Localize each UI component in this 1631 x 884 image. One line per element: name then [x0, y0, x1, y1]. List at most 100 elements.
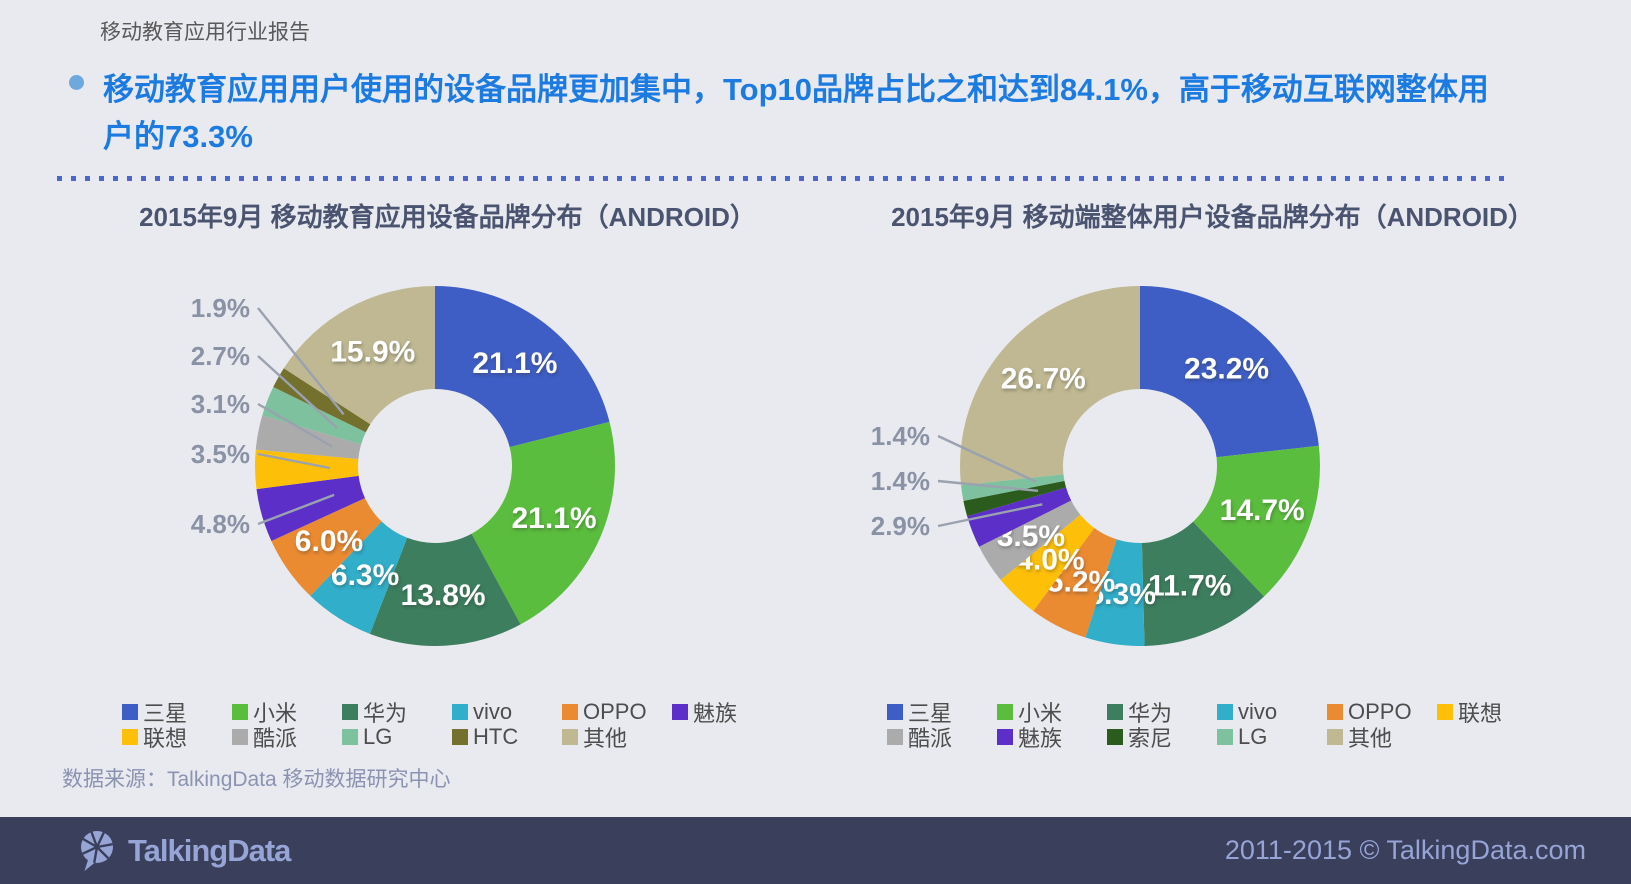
leader-line — [937, 479, 1039, 492]
legend-swatch-icon — [887, 703, 903, 720]
donut-chart-overall: 23.2%14.7%11.7%5.3%5.2%4.0%3.5%26.7%1.4%… — [871, 286, 1320, 646]
legend-label: 魅族 — [1018, 725, 1063, 751]
leader-line — [937, 434, 1037, 483]
legend-item-xiaomi: 小米 — [997, 699, 1107, 726]
legend-label: LG — [1238, 723, 1268, 749]
headline-text: 移动教育应用用户使用的设备品牌更加集中，Top10品牌占比之和达到84.1%，高… — [103, 72, 1489, 154]
legend-item-htc: HTC — [452, 724, 562, 749]
slice-value-label: 1.4% — [871, 421, 930, 451]
legend-swatch-icon — [232, 728, 248, 745]
donut-chart-education: 21.1% 21.1% 13.8%6.3%6.0% 15.9% 1.9% 2.7% 3.1%… — [191, 286, 616, 647]
legend-swatch-icon — [1327, 728, 1343, 745]
legend-swatch-icon — [122, 728, 138, 745]
dotted-divider — [57, 176, 1513, 181]
pie-slice-sony — [963, 480, 1067, 517]
legend-swatch-icon — [887, 728, 903, 745]
legend-item-meizu: 魅族 — [997, 724, 1107, 751]
report-label: 移动教育应用行业报告 — [100, 21, 310, 44]
leader-line — [257, 452, 331, 470]
legend-item-huawei: 华为 — [1107, 699, 1217, 726]
legend-label: LG — [363, 723, 393, 749]
legend-item-xiaomi: 小米 — [232, 699, 342, 726]
legend-label: 华为 — [1128, 700, 1173, 726]
charts-row: 2015年9月 移动教育应用设备品牌分布（ANDROID） 21.1% 21.1%… — [0, 197, 1631, 751]
legend-label: 酷派 — [908, 725, 953, 751]
legend-label: 三星 — [143, 700, 188, 726]
leader-line — [257, 402, 333, 448]
footer-copyright: 2011-2015 © TalkingData.com — [1224, 835, 1586, 865]
source-note: 数据来源：TalkingData 移动数据研究中心 — [62, 768, 451, 791]
slice-value-label: 15.9% — [330, 335, 415, 368]
legend-swatch-icon — [342, 703, 358, 720]
legend-swatch-icon — [232, 703, 248, 720]
slice-value-label: 2.7% — [191, 341, 250, 371]
pie-slice-meizu — [967, 487, 1072, 547]
legend-item-oppo: OPPO — [1327, 699, 1437, 724]
legend-swatch-icon — [1217, 728, 1233, 745]
legend-label: 联想 — [143, 725, 188, 751]
slice-value-label: 14.7% — [1220, 494, 1305, 527]
slice-value-label: 21.1% — [511, 502, 596, 535]
legend-item-lenovo: 联想 — [122, 724, 232, 751]
legend-item-samsung: 三星 — [122, 699, 232, 726]
legend-item-lg: LG — [342, 724, 452, 749]
pie-slice-xiaomi — [471, 421, 616, 625]
slice-value-label: 4.8% — [191, 509, 250, 539]
legend-label: OPPO — [1348, 698, 1412, 724]
legend-swatch-icon — [452, 728, 468, 745]
pie-slice-htc — [273, 368, 371, 433]
legend-item-oppo: OPPO — [562, 699, 672, 724]
legend-swatch-icon — [997, 703, 1013, 720]
chart-legend-left: 三星 小米 华为 vivo OPPO 魅族联想 酷派 LG HTC 其他 — [122, 698, 812, 751]
slice-value-label: 2.9% — [871, 511, 930, 541]
pie-slice-meizu — [256, 475, 365, 541]
brand: TalkingData — [72, 827, 291, 875]
pie-slice-samsung — [435, 286, 610, 448]
legend-swatch-icon — [1437, 703, 1453, 720]
legend-label: 联想 — [1458, 700, 1503, 726]
legend-item-huawei: 华为 — [342, 699, 452, 726]
slice-value-label: 1.9% — [191, 293, 250, 323]
legend-item-coolpad: 酷派 — [887, 724, 997, 751]
chart-legend-right: 三星 小米 华为 vivo OPPO 联想 酷派 魅族 索尼 LG 其他 — [887, 699, 1577, 751]
brand-name: TalkingData — [128, 832, 291, 868]
pie-slice-vivo — [1085, 539, 1145, 646]
legend-label: 其他 — [583, 725, 628, 751]
slice-value-label: 6.3% — [331, 559, 399, 592]
legend-label: 三星 — [908, 700, 953, 726]
pie-slice-other — [283, 286, 435, 425]
talkingdata-logo-icon — [81, 830, 114, 871]
slice-value-label: 23.2% — [1184, 353, 1269, 386]
legend-item-vivo: vivo — [1217, 699, 1327, 724]
legend-label: 华为 — [363, 700, 408, 726]
legend-label: vivo — [473, 698, 513, 724]
legend-swatch-icon — [562, 703, 578, 720]
pie-slice-lg — [262, 386, 366, 445]
legend-label: 魅族 — [693, 700, 738, 726]
slice-value-label: 1.4% — [871, 466, 930, 496]
leader-line — [257, 493, 335, 526]
legend-swatch-icon — [452, 703, 468, 720]
legend-swatch-icon — [122, 703, 138, 720]
legend-swatch-icon — [1327, 703, 1343, 720]
bullet-icon — [69, 75, 84, 90]
legend-item-coolpad: 酷派 — [232, 724, 342, 751]
pie-slice-other — [960, 286, 1140, 486]
chart-title-left: 2015年9月 移动教育应用设备品牌分布（ANDROID） — [139, 202, 756, 232]
pie-slice-oppo — [271, 498, 382, 596]
legend-item-lg: LG — [1217, 724, 1327, 749]
legend-label: 酷派 — [253, 725, 298, 751]
legend-swatch-icon — [997, 728, 1013, 745]
legend-label: 索尼 — [1128, 725, 1173, 751]
slice-value-label: 3.5% — [191, 439, 250, 469]
leader-line — [257, 355, 338, 429]
slice-value-label: 3.1% — [191, 389, 250, 419]
pie-slice-coolpad — [979, 500, 1081, 580]
pie-slice-lenovo — [1000, 514, 1095, 611]
chart-overall-mobile: 2015年9月 移动端整体用户设备品牌分布（ANDROID） 23.2% 14.7… — [830, 197, 1595, 751]
legend-item-meizu: 魅族 — [672, 699, 782, 726]
pie-slice-huawei — [1141, 521, 1265, 646]
slice-value-label: 6.0% — [295, 525, 363, 558]
legend-item-samsung: 三星 — [887, 699, 997, 726]
